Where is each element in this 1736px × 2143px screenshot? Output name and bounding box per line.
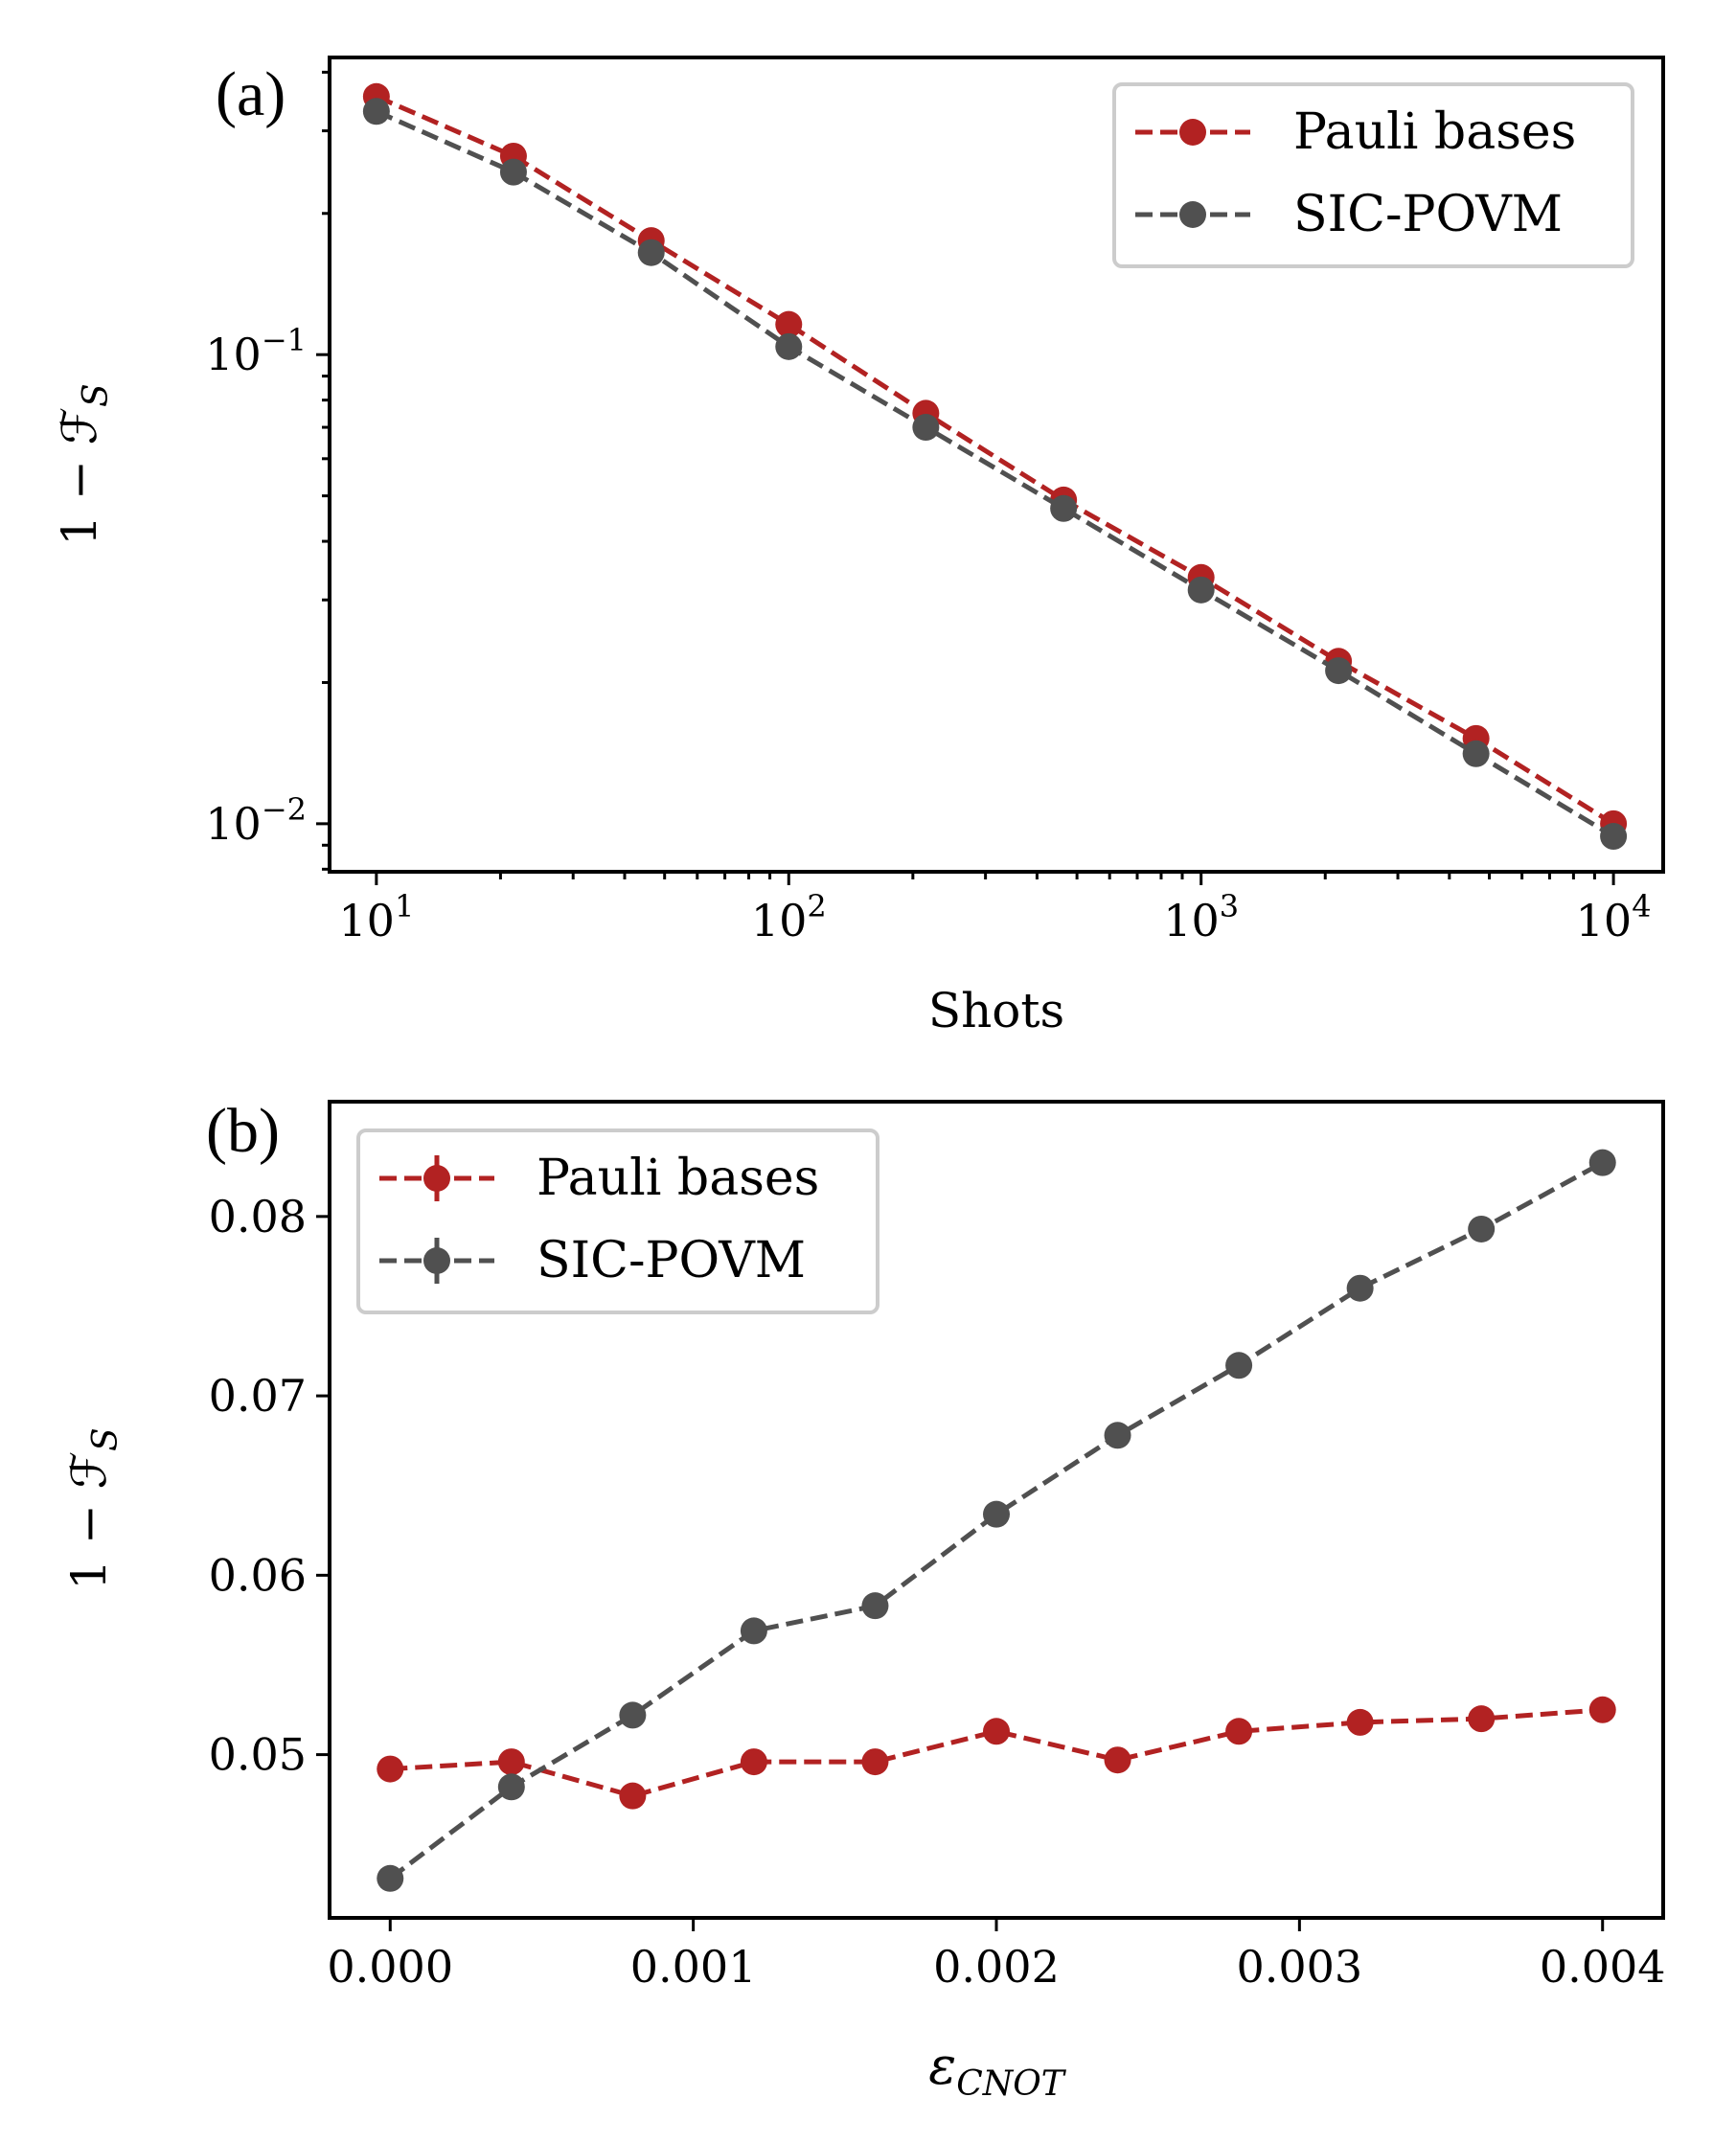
panel-b-legend: Pauli bases SIC-POVM <box>356 1128 879 1314</box>
panel-b-point <box>1346 1274 1374 1302</box>
panel-a-frame <box>328 56 1665 874</box>
panel-b-ytick-label: 0.07 <box>209 1370 307 1422</box>
panel-b-point <box>619 1701 647 1729</box>
panel-b-point <box>497 1773 525 1801</box>
panel-a-point <box>775 332 803 360</box>
panel-a-ytick-label: 10−2 <box>205 791 307 850</box>
panel-b-point <box>983 1718 1010 1745</box>
panel-b-point <box>1468 1705 1496 1733</box>
panel-a-ticks: 101 102 103 104 10−1 10−2 <box>205 70 1652 946</box>
panel-b-point <box>377 1864 404 1892</box>
legend-a-pauli-label: Pauli bases <box>1293 103 1576 161</box>
panel-b-series <box>377 1149 1616 1892</box>
panel-a-point <box>1462 740 1490 767</box>
panel-b-point <box>1588 1149 1616 1176</box>
panel-a-series-line-1 <box>375 109 1615 839</box>
legend-a-sic-marker <box>1179 201 1206 228</box>
panel-a-xlabel: Shots <box>928 983 1064 1038</box>
panel-b-point <box>377 1755 404 1783</box>
legend-a-pauli-marker <box>1179 119 1206 146</box>
panel-a-point <box>1600 823 1628 851</box>
panel-a-point <box>1325 657 1353 685</box>
legend-b-sic-marker <box>423 1247 450 1274</box>
panel-a-ylabel: 1 − ℱS <box>52 383 116 545</box>
panel-b-point <box>619 1782 647 1810</box>
panel-a-legend: Pauli bases SIC-POVM <box>1112 82 1634 268</box>
legend-a-sic-label: SIC-POVM <box>1293 186 1563 243</box>
panel-a-point <box>499 158 527 186</box>
panel-b-point <box>740 1748 767 1776</box>
panel-b-xtick-label: 0.003 <box>1237 1941 1363 1993</box>
panel-a: (a) 101 102 103 104 10−1 10−2 Shots 1 − ℱS Pa… <box>52 56 1665 1038</box>
panel-b-xtick-label: 0.004 <box>1540 1941 1666 1993</box>
panel-a-xtick-label: 102 <box>751 888 827 946</box>
legend-b-pauli-label: Pauli bases <box>537 1150 819 1207</box>
panel-a-point <box>775 310 803 338</box>
panel-b-point <box>1225 1718 1253 1745</box>
legend-b-sic-label: SIC-POVM <box>537 1232 806 1289</box>
panel-b-point <box>1346 1708 1374 1736</box>
panel-b-point <box>497 1748 525 1776</box>
panel-b-series-line-0 <box>390 1707 1603 1799</box>
panel-b-point <box>1468 1215 1496 1242</box>
legend-b-pauli-marker <box>423 1165 450 1192</box>
panel-a-series <box>362 82 1628 851</box>
panel-a-ytick-label: 10−1 <box>205 322 307 380</box>
panel-a-point <box>912 414 940 442</box>
panel-b-xtick-label: 0.001 <box>630 1941 757 1993</box>
panel-b-xtick-label: 0.002 <box>933 1941 1060 1993</box>
panel-b-point <box>1104 1746 1131 1774</box>
panel-b-xtick-label: 0.000 <box>327 1941 453 1993</box>
panel-b-point <box>1588 1696 1616 1723</box>
panel-b-point <box>1104 1422 1131 1449</box>
panel-a-label: (a) <box>216 59 286 129</box>
panel-a-xtick-label: 104 <box>1576 888 1652 946</box>
panel-a-xtick-label: 101 <box>338 888 414 946</box>
panel-b-ytick-label: 0.05 <box>209 1729 307 1781</box>
panel-b-point <box>983 1500 1010 1528</box>
panel-b-point <box>740 1617 767 1645</box>
panel-a-series-line-0 <box>375 94 1615 827</box>
panel-b-ytick-label: 0.08 <box>209 1191 307 1242</box>
panel-b-label: (b) <box>206 1096 280 1166</box>
panel-b-ticks: 0.000 0.001 0.002 0.003 0.004 0.05 0.06 0.07 0.0… <box>209 1191 1666 1993</box>
panel-b-ytick-label: 0.06 <box>209 1549 307 1601</box>
panel-b: (b) 0.000 0.001 0.002 0.003 0.0040.050.060.0… <box>61 1096 1666 2104</box>
panel-a-xtick-label: 103 <box>1163 888 1239 946</box>
panel-b-frame <box>328 1100 1665 1920</box>
panel-a-point <box>362 98 390 125</box>
panel-b-point <box>861 1592 889 1620</box>
panel-b-point <box>1225 1352 1253 1379</box>
panel-a-point <box>637 239 665 266</box>
panel-a-point <box>1187 576 1215 604</box>
panel-b-ylabel: 1 − ℱS <box>61 1427 126 1589</box>
panel-b-xlabel: εCNOT <box>928 2036 1067 2104</box>
panel-a-point <box>1050 494 1078 522</box>
panel-b-point <box>861 1748 889 1776</box>
